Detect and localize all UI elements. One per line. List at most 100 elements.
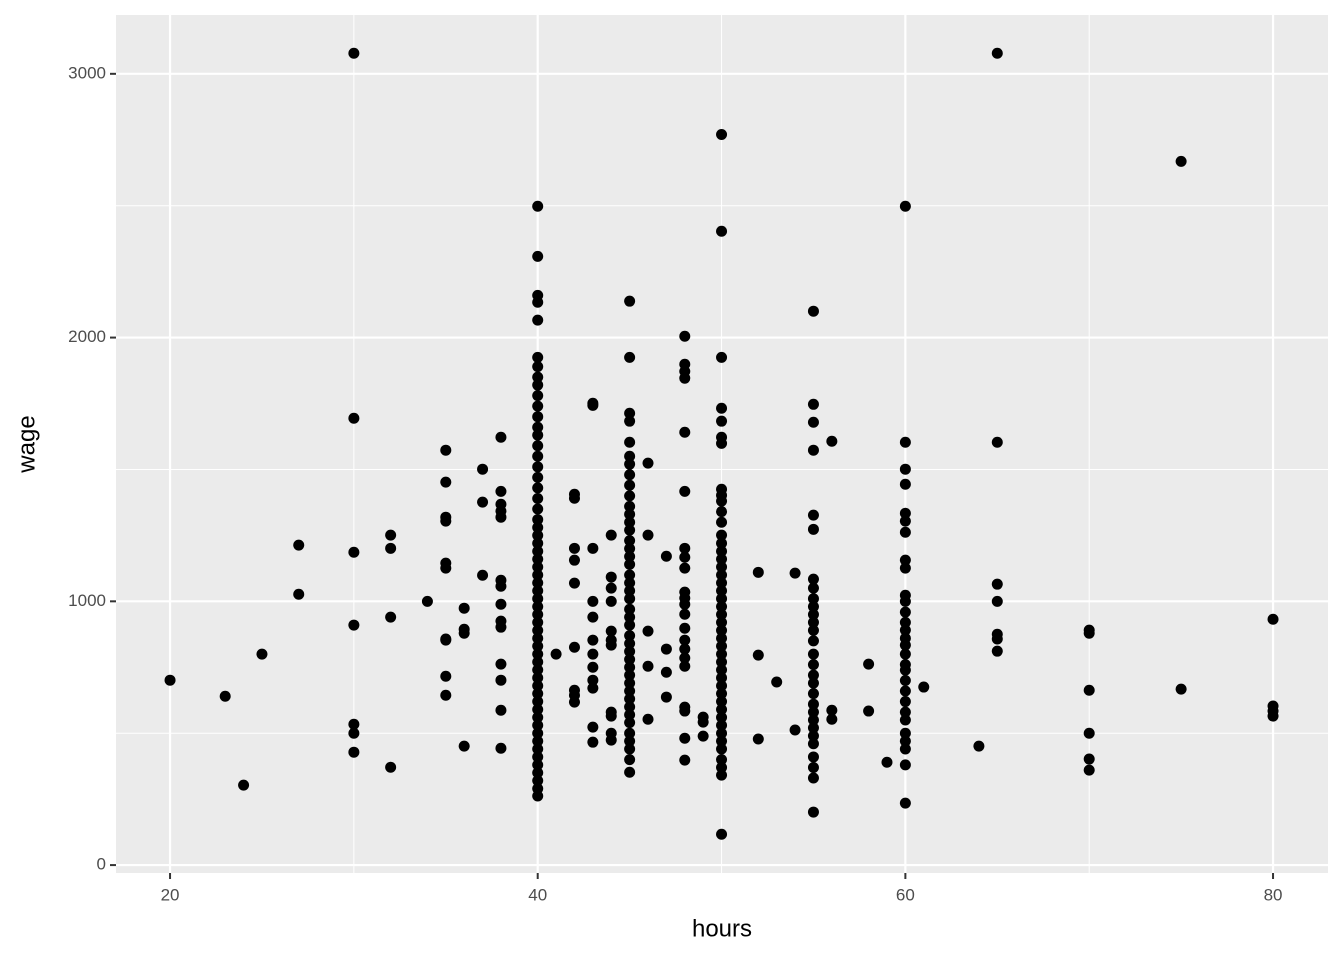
point [532, 296, 544, 308]
point [716, 225, 728, 237]
point [899, 797, 911, 809]
point [716, 128, 728, 140]
point [624, 550, 636, 562]
point [716, 688, 728, 700]
point [899, 595, 911, 607]
point [532, 400, 544, 412]
point [624, 351, 636, 363]
point [899, 759, 911, 771]
point [679, 660, 691, 672]
point [532, 703, 544, 715]
point [771, 676, 783, 688]
point [532, 521, 544, 533]
point [624, 743, 636, 755]
point [679, 598, 691, 610]
point [348, 546, 360, 558]
point [716, 761, 728, 773]
point [532, 672, 544, 684]
point [807, 714, 819, 726]
point [679, 622, 691, 634]
point [587, 721, 599, 733]
point [532, 767, 544, 779]
point [716, 735, 728, 747]
point [679, 608, 691, 620]
point [807, 659, 819, 671]
point [991, 645, 1003, 657]
point [899, 696, 911, 708]
point [899, 463, 911, 475]
point [642, 660, 654, 672]
point [807, 738, 819, 750]
point [624, 701, 636, 713]
point [807, 669, 819, 681]
point [826, 713, 838, 725]
point [624, 469, 636, 481]
point [624, 558, 636, 570]
point [826, 704, 838, 716]
point [624, 611, 636, 623]
point [532, 719, 544, 731]
point [716, 402, 728, 414]
point [587, 674, 599, 686]
point [899, 743, 911, 755]
point [532, 648, 544, 660]
point [532, 482, 544, 494]
point [532, 492, 544, 504]
point [532, 624, 544, 636]
point [532, 616, 544, 628]
point [807, 593, 819, 605]
point [752, 733, 764, 745]
point [532, 411, 544, 423]
point [532, 545, 544, 557]
y-tick-label: 2000 [68, 327, 106, 346]
point [348, 718, 360, 730]
point [899, 478, 911, 490]
point [899, 507, 911, 519]
point [716, 601, 728, 613]
point [568, 641, 580, 653]
point [624, 630, 636, 642]
point [532, 421, 544, 433]
point [716, 609, 728, 621]
point [624, 535, 636, 547]
point [642, 529, 654, 541]
point [624, 407, 636, 419]
point [532, 561, 544, 573]
point [385, 542, 397, 554]
point [385, 529, 397, 541]
point [679, 426, 691, 438]
point [624, 500, 636, 512]
point [532, 743, 544, 755]
point [679, 705, 691, 717]
y-axis-title: wage [13, 415, 40, 473]
point [807, 761, 819, 773]
point [789, 724, 801, 736]
point [973, 740, 985, 752]
point [991, 595, 1003, 607]
point [697, 730, 709, 742]
point [624, 677, 636, 689]
point [532, 640, 544, 652]
point [164, 674, 176, 686]
point [440, 444, 452, 456]
point [568, 542, 580, 554]
point [348, 727, 360, 739]
point [624, 585, 636, 597]
point [716, 577, 728, 589]
point [679, 732, 691, 744]
point [605, 571, 617, 583]
point [807, 751, 819, 763]
point [807, 416, 819, 428]
point [532, 440, 544, 452]
point [1175, 155, 1187, 167]
point [385, 611, 397, 623]
point [716, 696, 728, 708]
x-tick-label: 20 [161, 885, 180, 904]
point [532, 450, 544, 462]
point [899, 624, 911, 636]
point [899, 714, 911, 726]
point [587, 611, 599, 623]
point [532, 351, 544, 363]
point [624, 661, 636, 673]
